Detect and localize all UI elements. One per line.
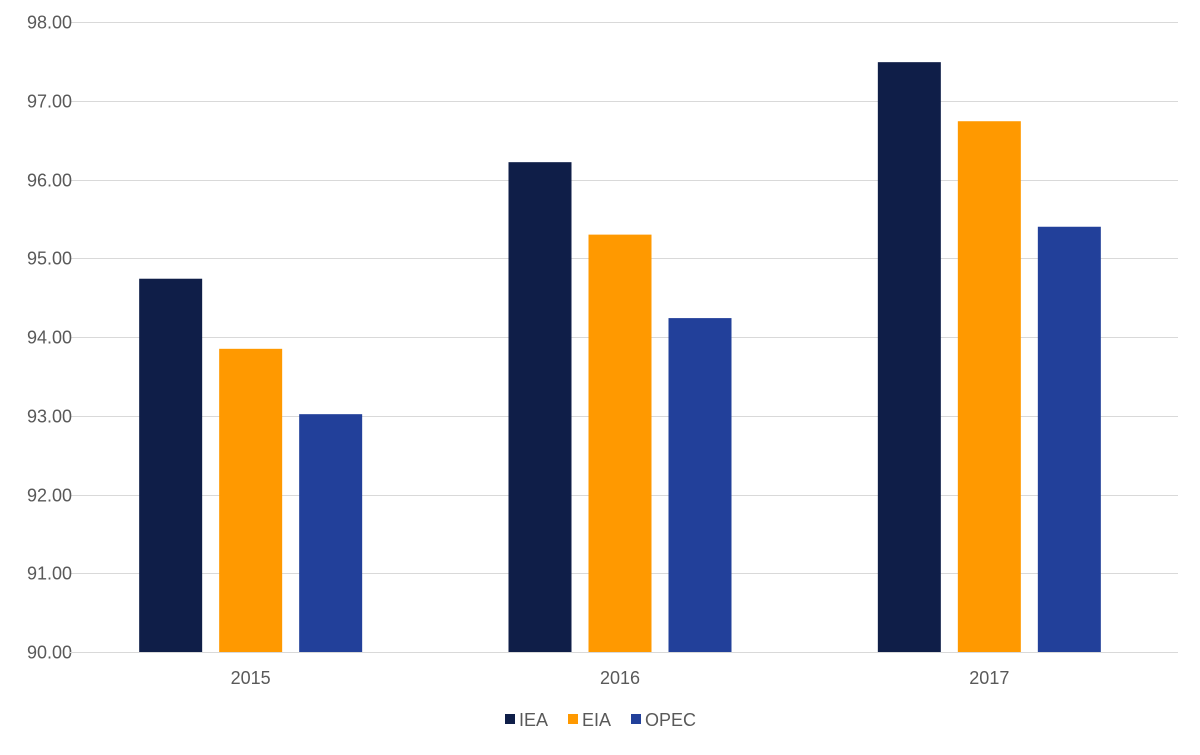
bar-opec-2015 <box>299 414 363 652</box>
y-tick-label: 92.00 <box>27 486 72 506</box>
y-tick-label: 94.00 <box>27 328 72 348</box>
legend-swatch <box>631 714 641 724</box>
bar-iea-2016 <box>508 162 572 653</box>
y-tick-label: 93.00 <box>27 407 72 427</box>
legend-item-opec: OPEC <box>631 710 696 730</box>
legend-swatch <box>505 714 515 724</box>
bar-eia-2015 <box>219 348 283 652</box>
bars <box>139 62 1101 653</box>
legend: IEA EIA OPEC <box>505 710 696 730</box>
x-tick-label: 2016 <box>600 668 640 688</box>
bar-iea-2015 <box>139 278 203 652</box>
bar-eia-2016 <box>588 234 652 652</box>
x-axis-ticks: 2015 2016 2017 <box>231 668 1010 688</box>
bar-opec-2017 <box>1037 226 1101 652</box>
y-axis-ticks: 90.00 91.00 92.00 93.00 94.00 95.00 96.00 97.00… <box>27 13 72 663</box>
legend-swatch <box>568 714 578 724</box>
legend-label: EIA <box>582 710 611 730</box>
y-tick-label: 96.00 <box>27 171 72 191</box>
y-tick-label: 97.00 <box>27 92 72 112</box>
x-tick-label: 2017 <box>969 668 1009 688</box>
y-tick-label: 91.00 <box>27 564 72 584</box>
legend-item-eia: EIA <box>568 710 611 730</box>
y-tick-label: 95.00 <box>27 249 72 269</box>
bar-eia-2017 <box>957 121 1021 653</box>
bar-iea-2017 <box>877 62 941 653</box>
legend-item-iea: IEA <box>505 710 548 730</box>
legend-label: IEA <box>519 710 548 730</box>
x-tick-label: 2015 <box>231 668 271 688</box>
legend-label: OPEC <box>645 710 696 730</box>
bar-opec-2016 <box>668 318 732 652</box>
y-tick-label: 90.00 <box>27 643 72 663</box>
y-tick-label: 98.00 <box>27 13 72 33</box>
